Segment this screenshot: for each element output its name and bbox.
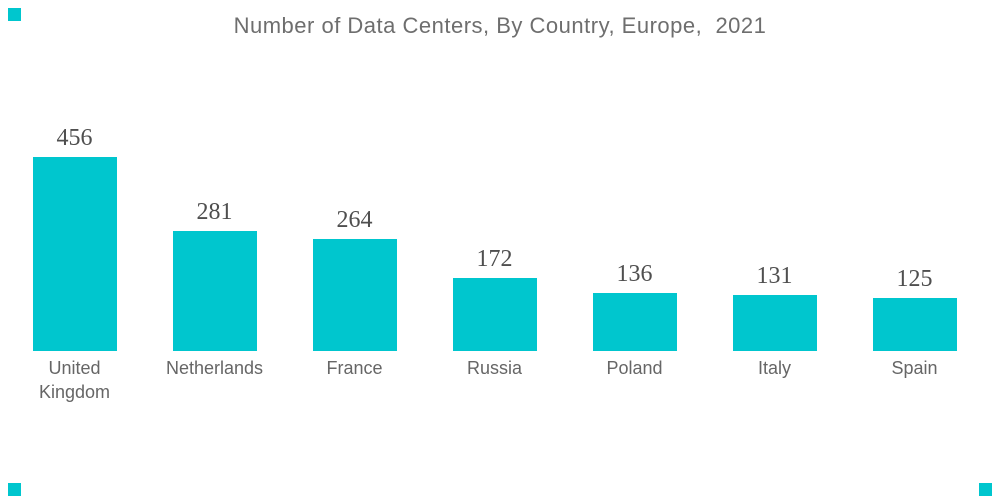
category-label-text: Italy bbox=[757, 358, 791, 378]
bar-value-label: 281 bbox=[196, 199, 233, 225]
bar-value-label: 125 bbox=[896, 266, 933, 292]
category-label: Spain bbox=[845, 356, 985, 380]
bar-value-label: 456 bbox=[56, 125, 93, 151]
category-label: Italy bbox=[705, 356, 845, 380]
bar-slot: 172 bbox=[425, 247, 565, 351]
bar-value-label: 131 bbox=[756, 263, 793, 289]
category-label-text: Poland bbox=[606, 358, 663, 378]
category-label: Russia bbox=[425, 356, 565, 380]
category-label: France bbox=[285, 356, 425, 380]
bar bbox=[32, 157, 117, 351]
bar bbox=[172, 231, 257, 351]
bar bbox=[592, 293, 677, 351]
category-label-text: France bbox=[326, 358, 383, 378]
corner-accent-bottom-right bbox=[979, 483, 992, 496]
bar-slot: 136 bbox=[565, 262, 705, 351]
category-label-text: United Kingdom bbox=[38, 358, 111, 403]
bar-slot: 131 bbox=[705, 264, 845, 351]
category-label: Poland bbox=[565, 356, 705, 380]
bar-value-label: 136 bbox=[616, 261, 653, 287]
category-label: Netherlands bbox=[145, 356, 285, 380]
chart-title: Number of Data Centers, By Country, Euro… bbox=[233, 13, 767, 38]
category-label-text: Netherlands bbox=[165, 358, 264, 378]
corner-accent-bottom-left bbox=[8, 483, 21, 496]
category-label-text: Russia bbox=[466, 358, 523, 378]
bar-value-label: 172 bbox=[476, 246, 513, 272]
bar-slot: 125 bbox=[845, 267, 985, 351]
bar-slot: 264 bbox=[285, 208, 425, 351]
bar-slot: 456 bbox=[5, 126, 145, 351]
bar bbox=[732, 295, 817, 351]
category-label: United Kingdom bbox=[5, 356, 145, 405]
bar bbox=[312, 239, 397, 351]
bar-value-label: 264 bbox=[336, 207, 373, 233]
bar-slot: 281 bbox=[145, 200, 285, 351]
corner-accent-top-left bbox=[8, 8, 21, 21]
bar bbox=[452, 278, 537, 351]
category-label-text: Spain bbox=[891, 358, 938, 378]
bar bbox=[872, 298, 957, 351]
